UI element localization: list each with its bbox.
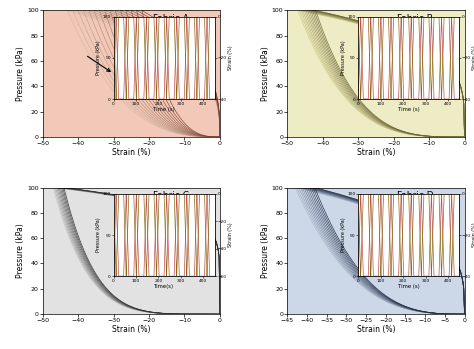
X-axis label: Strain (%): Strain (%) <box>356 325 395 334</box>
X-axis label: Strain (%): Strain (%) <box>112 148 151 157</box>
Y-axis label: Strain (%): Strain (%) <box>228 46 233 70</box>
Y-axis label: Pressure (kPa): Pressure (kPa) <box>17 46 26 101</box>
X-axis label: Strain (%): Strain (%) <box>112 325 151 334</box>
Y-axis label: Pressure (kPa): Pressure (kPa) <box>261 46 270 101</box>
Y-axis label: Pressure (kPa): Pressure (kPa) <box>17 223 26 278</box>
Y-axis label: Strain (%): Strain (%) <box>228 223 233 247</box>
Y-axis label: Pressure (kPa): Pressure (kPa) <box>261 223 270 278</box>
Y-axis label: Strain (%): Strain (%) <box>473 223 474 247</box>
Text: Fabric D: Fabric D <box>397 191 434 200</box>
Y-axis label: Strain (%): Strain (%) <box>473 46 474 70</box>
Text: Fabric B: Fabric B <box>397 14 433 23</box>
Text: Fabric C: Fabric C <box>153 191 189 200</box>
Text: Fabric A: Fabric A <box>153 14 189 23</box>
X-axis label: Strain (%): Strain (%) <box>356 148 395 157</box>
